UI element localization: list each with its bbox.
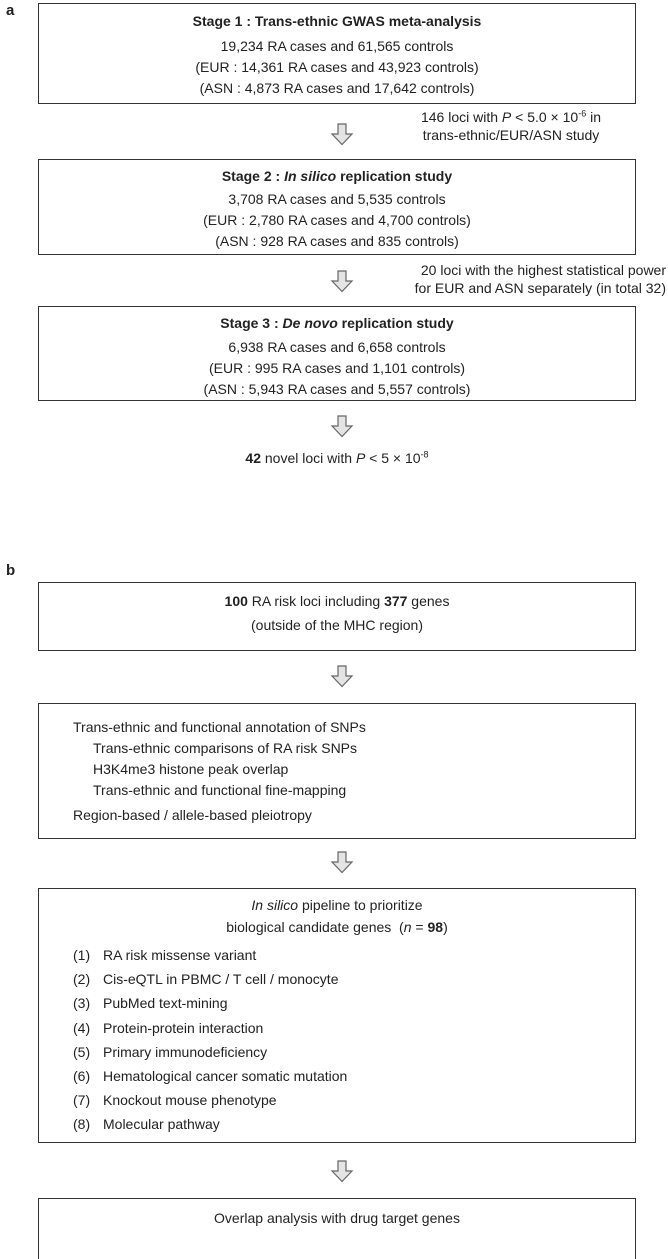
text: (EUR : 995 RA cases and 1,101 controls) [208,360,466,376]
note: 146 loci with P < 5.0 × 10-6 in trans-eth… [366,108,656,144]
box-title: Stage 3 : De novo replication study [38,314,636,332]
item-number: (2) [73,971,91,988]
item-text: Cis-eQTL in PBMC / T cell / monocyte [103,971,339,988]
text: In silico pipeline to prioritize [38,896,636,914]
text: De novo [282,315,338,331]
item-number: (3) [73,995,91,1012]
text: 3,708 RA cases and 5,535 controls [228,191,446,207]
text: H3K4me3 histone peak overlap [93,761,289,777]
item-text: Molecular pathway [103,1116,220,1133]
arrow [330,415,354,438]
text: for EUR and ASN separately (in total 32) [414,280,666,296]
text: Trans-ethnic comparisons of RA risk SNPs [93,740,358,756]
text: (EUR : 14,361 RA cases and 43,923 contro… [195,59,479,75]
text: 377 [384,593,408,609]
text: Trans-ethnic and functional annotation o… [73,719,366,735]
item-number: (7) [73,1092,91,1109]
text: 98 [427,919,444,935]
note: 20 loci with the highest statistical pow… [380,261,666,297]
item-number: (5) [73,1043,91,1060]
text: replication study [337,315,454,331]
text: 146 loci with [420,109,502,125]
result: 42 novel loci with P < 5 × 10-8 [38,449,636,467]
box [38,159,636,255]
text: (ASN : 928 RA cases and 835 controls) [215,233,459,249]
item-number: (6) [73,1068,91,1084]
box [38,3,636,104]
text: 42 [245,450,261,466]
text: RA risk loci including [247,593,385,609]
item-text: RA risk missense variant [103,947,257,963]
text: trans-ethnic/EUR/ASN study [422,127,600,143]
text: Stage 2 : [221,168,285,184]
text: In silico [251,897,299,913]
text: 100 RA risk loci including 377 genes [38,592,636,610]
text: replication study [336,168,453,184]
text: -6 [578,108,587,119]
text: In silico [284,168,337,184]
text: (ASN : 5,943 RA cases and 5,557 controls… [203,381,471,397]
text: 19,234 RA cases and 61,565 controls [220,38,454,54]
text: (EUR : 2,780 RA cases and 4,700 controls… [203,212,471,228]
text: Stage 3 : [220,315,283,331]
box [38,582,636,651]
text: novel loci with [261,450,356,466]
item-number: (1) [73,947,91,963]
panel-label: a [6,2,15,19]
arrow [330,270,354,293]
text: 6,938 RA cases and 6,658 controls [228,339,446,355]
text: Trans-ethnic and functional fine-mapping [93,782,347,798]
text: (ASN : 4,873 RA cases and 17,642 control… [199,80,475,96]
text: < 5 × 10 [365,450,421,466]
item-text: Hematological cancer somatic mutation [103,1068,348,1084]
text: Overlap analysis with drug target genes [214,1210,460,1226]
box-title: Stage 1 : Trans-ethnic GWAS meta-analysi… [192,13,482,29]
text: < 5.0 × 10 [511,109,579,125]
item-text: Primary immunodeficiency [103,1043,268,1060]
text: (outside of the MHC region) [251,617,423,633]
box [38,703,636,839]
text: biological candidate genes (n = 98) [38,918,636,936]
arrow [330,665,354,688]
box [38,1198,636,1259]
text: n [403,919,412,935]
text: biological candidate genes ( [226,919,404,935]
text: P [355,450,366,466]
item-number: (8) [73,1116,91,1133]
box [38,888,636,1143]
arrow [330,851,354,874]
text: pipeline to prioritize [298,897,423,913]
arrow [330,1160,354,1183]
panel-label: b [6,562,16,579]
text: Region-based / allele-based pleiotropy [73,807,312,823]
arrow [330,123,354,146]
text: ) [443,919,448,935]
box-title: Stage 2 : In silico replication study [38,167,636,185]
text: 100 [224,593,248,609]
text: -8 [420,449,429,460]
item-text: Protein-protein interaction [103,1019,264,1036]
text: in [586,109,602,125]
text: genes [407,593,450,609]
item-text: Knockout mouse phenotype [103,1092,277,1109]
text: 20 loci with the highest statistical pow… [420,262,666,278]
item-text: PubMed text-mining [103,995,228,1012]
item-number: (4) [73,1019,91,1036]
text: P [501,109,512,125]
box [38,306,636,401]
text: = [411,919,428,935]
